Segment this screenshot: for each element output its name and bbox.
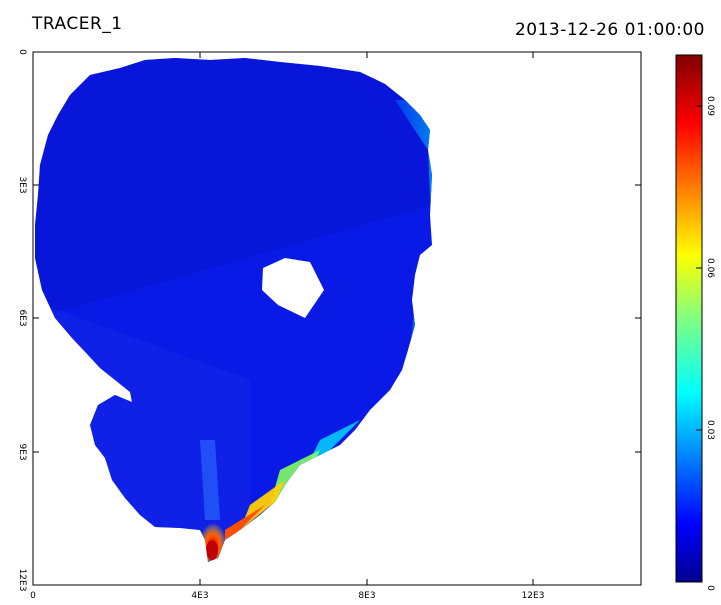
y-tick-label: 12E3 [17, 569, 27, 592]
colorbar-tick-label: 0 [705, 585, 715, 591]
y-tick-label: 3E3 [17, 176, 27, 193]
y-tick-label: 9E3 [17, 443, 27, 460]
colorbar-gradient [676, 55, 702, 582]
colorbar-tick-label: 0.09 [705, 96, 715, 116]
colorbar-tick-label: 0.03 [705, 420, 715, 440]
y-tick-label: 6E3 [17, 309, 27, 326]
colorbar: 0 0.03 0.06 0.09 [676, 55, 715, 591]
x-tick-label: 12E3 [522, 591, 545, 601]
x-tick-label: 8E3 [358, 591, 375, 601]
colorbar-tick-label: 0.06 [705, 258, 715, 278]
x-tick-label: 4E3 [191, 591, 208, 601]
x-tick-label: 0 [30, 591, 36, 601]
y-tick-label: 0 [17, 49, 27, 55]
